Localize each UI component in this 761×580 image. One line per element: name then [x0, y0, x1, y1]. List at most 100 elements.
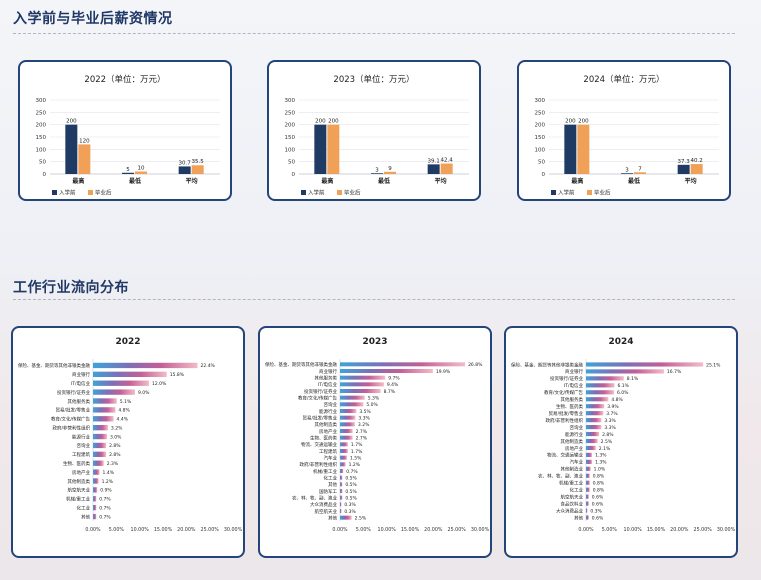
- data-label: 2.7%: [356, 435, 368, 441]
- category-label: 其他服务类: [68, 398, 91, 405]
- category-label: 政府/非营利性组织: [299, 461, 337, 468]
- bar-before: [564, 124, 577, 174]
- category-label: IT/电信业: [318, 381, 338, 388]
- y-tick-label: 100: [285, 147, 296, 153]
- bar: [586, 466, 591, 471]
- y-tick-label: 250: [535, 110, 546, 116]
- bar: [340, 409, 357, 413]
- salary-chart-2023: 2023（单位：万元） 0 50 100 150 200 250 300 200 200 最高 3 9…: [267, 60, 481, 201]
- data-label: 1.7%: [351, 449, 363, 455]
- industry-section-title: 工作行业流向分布: [13, 280, 129, 296]
- data-label: 3.9%: [607, 404, 619, 410]
- bar-after: [577, 124, 590, 174]
- chart-title: 2024: [608, 337, 634, 347]
- bar: [93, 389, 135, 395]
- x-tick-label: 最高: [321, 177, 333, 185]
- data-label: 0.7%: [99, 497, 111, 503]
- category-label: 化工业: [324, 474, 338, 481]
- bar: [340, 462, 346, 467]
- data-label: 5: [126, 167, 130, 173]
- data-label: 12.0%: [152, 381, 167, 387]
- bar: [340, 495, 343, 500]
- category-label: 能源行业: [319, 408, 337, 415]
- x-tick-label: 20.00%: [670, 527, 689, 533]
- category-label: 房地产业: [319, 428, 337, 435]
- bar: [93, 398, 117, 404]
- legend-swatch: [88, 190, 93, 195]
- chart-title: 2023: [362, 337, 388, 347]
- bar: [586, 383, 615, 388]
- bar-after: [634, 172, 646, 174]
- bar: [93, 407, 116, 413]
- category-label: 房地产业: [565, 445, 583, 452]
- bar: [586, 473, 590, 478]
- bar: [340, 442, 348, 447]
- data-label: 1.4%: [103, 470, 115, 476]
- bar: [340, 395, 365, 400]
- y-tick-label: 0: [292, 172, 296, 178]
- bar: [586, 404, 605, 409]
- category-label: 工程建筑: [72, 451, 90, 458]
- bar-before: [427, 164, 440, 174]
- x-tick-label: 10.00%: [624, 527, 643, 533]
- bar-after: [384, 171, 396, 174]
- bar: [340, 482, 343, 487]
- legend-label: 入学前: [558, 189, 575, 197]
- x-tick-label: 最低: [628, 177, 640, 185]
- category-label: 投资银行/证券业: [57, 389, 91, 396]
- x-tick-label: 最低: [378, 177, 390, 185]
- category-label: 保险、基金、期货等其他非银类金融: [265, 361, 337, 368]
- data-label: 0.5%: [345, 495, 357, 501]
- category-label: 贸易/批发/零售业: [55, 407, 90, 414]
- x-tick-label: 5.00%: [109, 527, 125, 533]
- bar-before: [178, 166, 191, 174]
- category-label: 物流、交通运输业: [301, 441, 337, 448]
- bar: [340, 415, 356, 420]
- x-tick-label: 30.00%: [471, 527, 490, 533]
- bar-after: [191, 165, 204, 174]
- data-label: 39.1: [428, 158, 440, 164]
- y-tick-label: 200: [285, 123, 296, 129]
- category-label: 其他制造类: [561, 438, 584, 445]
- category-label: 咨询业: [77, 442, 91, 449]
- salary-section-divider: [13, 33, 735, 34]
- data-label: 1.2%: [349, 462, 361, 468]
- data-label: 120: [79, 138, 90, 144]
- x-tick-label: 15.00%: [647, 527, 666, 533]
- category-label: 大众消费品业: [310, 501, 337, 508]
- data-label: 5.0%: [366, 402, 378, 408]
- y-tick-label: 300: [285, 98, 296, 104]
- category-label: 其他服务类: [315, 374, 338, 381]
- bar: [586, 376, 624, 381]
- data-label: 26.8%: [468, 362, 483, 368]
- bar: [586, 480, 590, 485]
- data-label: 200: [328, 119, 339, 125]
- industry-chart-2024: 2024 0.00% 5.00% 10.00% 15.00% 20.00% 25.00% 3…: [504, 326, 738, 558]
- category-label: 教育/文化/传媒广告: [51, 416, 91, 423]
- data-label: 3.2%: [111, 425, 123, 431]
- data-label: 0.6%: [592, 494, 604, 500]
- data-label: 1.3%: [595, 453, 607, 459]
- data-label: 5.1%: [120, 399, 132, 405]
- data-label: 0.7%: [99, 514, 111, 520]
- chart-title: 2022: [115, 337, 141, 347]
- data-label: 1.3%: [595, 460, 607, 466]
- data-label: 1.7%: [351, 442, 363, 448]
- bar: [586, 452, 593, 457]
- bar: [340, 475, 343, 480]
- chart-title: 2023（单位：万元）: [333, 75, 415, 85]
- category-label: 化工业: [570, 486, 584, 493]
- bar: [586, 515, 589, 520]
- bar: [340, 515, 352, 520]
- x-tick-label: 25.00%: [694, 527, 713, 533]
- data-label: 3.7%: [606, 411, 618, 417]
- data-label: 3.3%: [604, 425, 616, 431]
- bar: [340, 389, 381, 393]
- bar: [586, 397, 609, 402]
- industry-chart-2022: 2022 0.00% 5.00% 10.00% 15.00% 20.00% 25.00% 3…: [11, 326, 245, 558]
- category-label: 投资银行/证券业: [550, 375, 584, 382]
- bar: [586, 425, 602, 430]
- data-label: 4.8%: [611, 397, 623, 403]
- bar-after: [690, 164, 703, 174]
